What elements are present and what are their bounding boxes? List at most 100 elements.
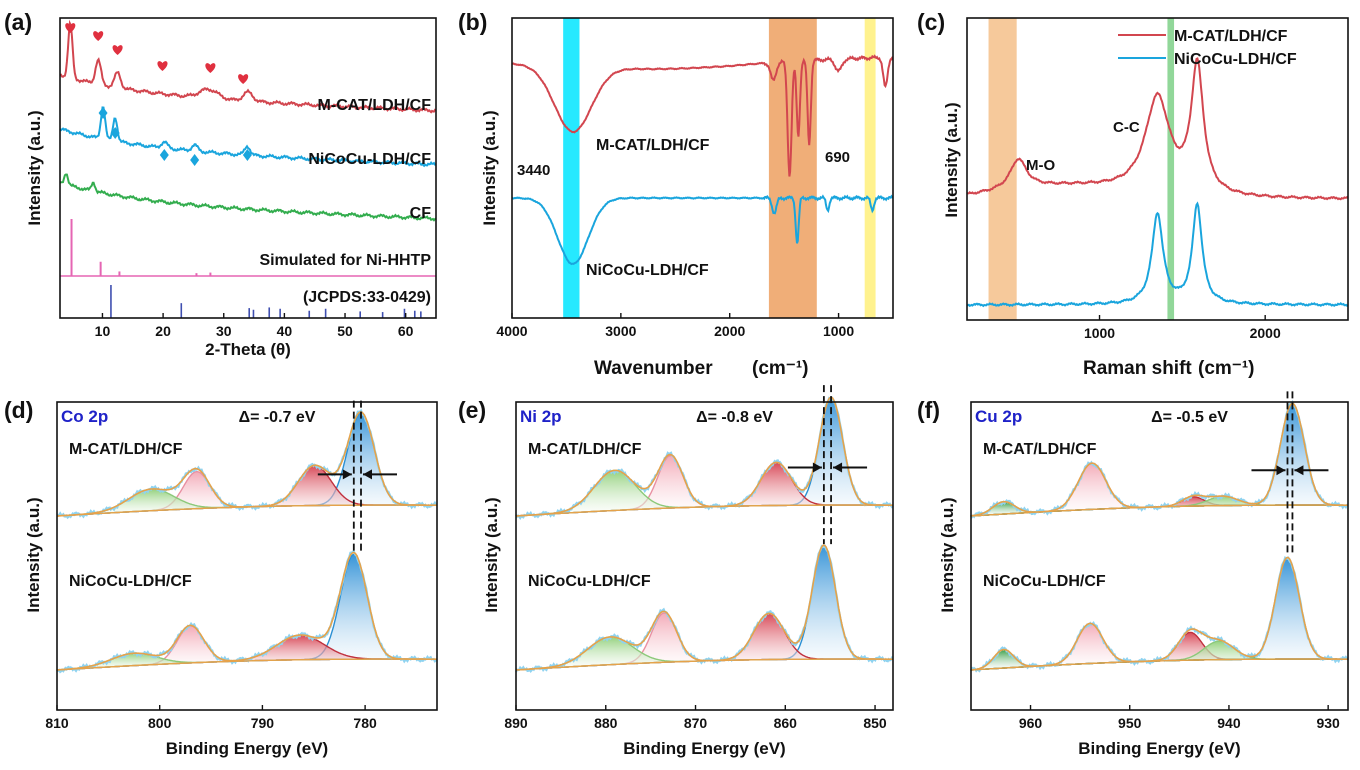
delta-label: Δ= -0.7 eV	[239, 409, 316, 426]
x-tick-label: 3000	[605, 323, 636, 339]
xps-component-peak	[56, 412, 437, 517]
annotation-3440: 3440	[517, 162, 550, 179]
x-tick-label: 850	[863, 715, 887, 731]
x-axis-label: Binding Energy (eV)	[166, 739, 328, 758]
x-axis-label: 2-Theta (θ)	[205, 340, 291, 359]
diamond-marker-icon	[190, 154, 200, 166]
panel-label: (f)	[917, 397, 940, 423]
x-tick-label: 50	[337, 323, 353, 339]
heart-marker-icon	[93, 31, 104, 41]
delta-label: Δ= -0.8 eV	[696, 409, 773, 426]
y-axis-label: Intensity (a.u.)	[480, 110, 499, 225]
x-axis-label: Raman shift	[1083, 358, 1192, 379]
panel-label: (d)	[4, 397, 33, 423]
heart-marker-icon	[157, 61, 168, 71]
x-tick-label: 800	[148, 715, 172, 731]
legend-label: NiCoCu-LDH/CF	[1174, 51, 1297, 68]
sample-label: NiCoCu-LDH/CF	[69, 573, 192, 590]
xrd-curve-0	[59, 19, 437, 114]
xps-background	[970, 504, 1348, 517]
y-axis-label: Intensity (a.u.)	[938, 497, 957, 612]
diamond-marker-icon	[159, 149, 169, 161]
ftir-curve-1	[511, 194, 894, 266]
raman-band	[1167, 18, 1175, 320]
heart-marker-icon	[112, 45, 123, 55]
legend-label: M-CAT/LDH/CF	[1174, 28, 1288, 45]
x-tick-label: 880	[594, 715, 618, 731]
annotation-m-o: M-O	[1026, 157, 1055, 174]
xps-component-peak	[515, 544, 893, 671]
x-tick-label: 790	[251, 715, 275, 731]
plot-frame	[515, 401, 894, 711]
xps-background	[515, 658, 893, 671]
delta-label: Δ= -0.5 eV	[1151, 409, 1228, 426]
panel-label-b: (b)	[458, 9, 487, 35]
plot-frame	[59, 17, 437, 319]
series-label: M-CAT/LDH/CF	[596, 137, 710, 154]
panel-label: (e)	[458, 397, 486, 423]
plot-frame	[56, 401, 438, 711]
xps-background	[56, 504, 437, 517]
x-tick-label: 930	[1316, 715, 1340, 731]
x-tick-label: 940	[1217, 715, 1241, 731]
x-tick-label: 20	[155, 323, 171, 339]
annotation-690: 690	[825, 149, 850, 166]
x-tick-label: 860	[774, 715, 798, 731]
raman-curve-1	[966, 201, 1349, 308]
raman-curve-0	[966, 57, 1349, 201]
series-label: Simulated for Ni-HHTP	[259, 252, 431, 269]
xps-background	[515, 504, 893, 517]
series-label: (JCPDS:33-0429)	[303, 289, 431, 306]
x-tick-label: 2000	[1250, 325, 1281, 341]
arrow-head-icon	[1294, 465, 1304, 476]
ftir-band	[563, 18, 580, 318]
raman-band	[988, 18, 1017, 320]
arrow-head-icon	[342, 469, 352, 480]
panel-label-c: (c)	[917, 9, 945, 35]
plot-frame	[966, 17, 1349, 321]
sample-label: M-CAT/LDH/CF	[528, 441, 642, 458]
x-tick-label: 810	[45, 715, 69, 731]
sample-label: NiCoCu-LDH/CF	[983, 573, 1106, 590]
series-label: NiCoCu-LDH/CF	[586, 262, 709, 279]
series-label: M-CAT/LDH/CF	[318, 97, 432, 114]
x-axis-unit: (cm⁻¹)	[1198, 358, 1254, 379]
ftir-curve-0	[511, 54, 894, 177]
ftir-band	[864, 18, 876, 318]
diamond-marker-icon	[242, 149, 252, 161]
x-tick-label: 40	[277, 323, 293, 339]
x-axis-label: Binding Energy (eV)	[1078, 739, 1240, 758]
plot-frame	[511, 17, 894, 319]
y-axis-label: Intensity (a.u.)	[942, 102, 961, 217]
x-tick-label: 30	[216, 323, 232, 339]
y-axis-label: Intensity (a.u.)	[24, 497, 43, 612]
heart-marker-icon	[65, 23, 76, 33]
element-label: Co 2p	[61, 407, 108, 426]
xps-background	[56, 658, 437, 671]
diamond-marker-icon	[110, 127, 120, 139]
xps-component-peak	[56, 553, 437, 671]
sample-label: M-CAT/LDH/CF	[69, 441, 183, 458]
x-tick-label: 870	[684, 715, 708, 731]
x-tick-label: 960	[1019, 715, 1043, 731]
heart-marker-icon	[205, 63, 216, 73]
xrd-curve-1	[59, 106, 437, 168]
series-label: CF	[410, 205, 432, 222]
heart-marker-icon	[238, 74, 249, 84]
y-axis-label: Intensity (a.u.)	[482, 497, 501, 612]
x-axis-unit: (cm⁻¹)	[752, 358, 808, 379]
x-tick-label: 60	[398, 323, 414, 339]
x-tick-label: 2000	[714, 323, 745, 339]
annotation-c-c: C-C	[1113, 119, 1140, 136]
x-tick-label: 950	[1118, 715, 1142, 731]
diamond-marker-icon	[98, 107, 108, 119]
sample-label: M-CAT/LDH/CF	[983, 441, 1097, 458]
x-tick-label: 1000	[1084, 325, 1115, 341]
x-tick-label: 4000	[496, 323, 527, 339]
y-axis-label: Intensity (a.u.)	[25, 110, 44, 225]
arrow-head-icon	[812, 462, 822, 473]
x-tick-label: 890	[504, 715, 528, 731]
x-tick-label: 780	[353, 715, 377, 731]
series-label: NiCoCu-LDH/CF	[308, 151, 431, 168]
